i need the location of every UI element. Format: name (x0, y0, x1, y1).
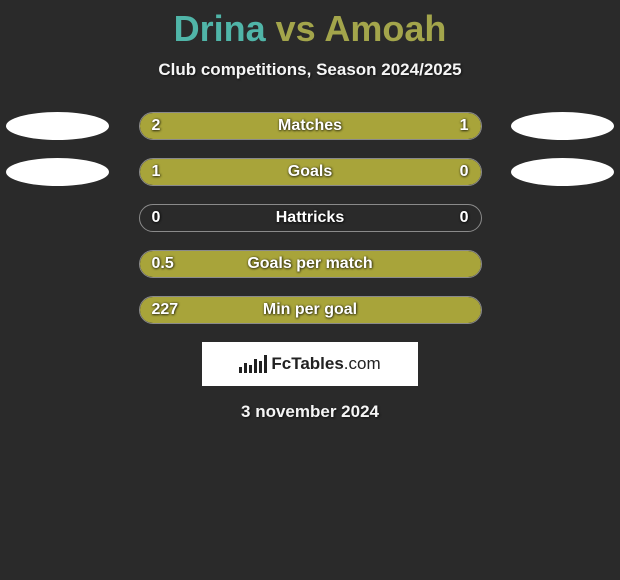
stat-row: 227Min per goal (0, 296, 620, 324)
subtitle: Club competitions, Season 2024/2025 (0, 60, 620, 80)
right-oval-slot (505, 112, 620, 140)
stat-label: Min per goal (140, 297, 481, 323)
stat-value-right: 0 (460, 159, 469, 185)
brand-logo: FcTables.com (202, 342, 418, 386)
vs-separator: vs (266, 8, 325, 49)
stat-label: Hattricks (140, 205, 481, 231)
stat-row: 1Goals0 (0, 158, 620, 186)
stat-bar: 2Matches1 (139, 112, 482, 140)
stat-value-right: 1 (460, 113, 469, 139)
player2-oval (511, 112, 614, 140)
stat-label: Goals per match (140, 251, 481, 277)
stat-bar: 227Min per goal (139, 296, 482, 324)
player2-name: Amoah (324, 8, 446, 49)
comparison-title: Drina vs Amoah (0, 0, 620, 50)
stat-value-right: 0 (460, 205, 469, 231)
stat-label: Goals (140, 159, 481, 185)
player1-name: Drina (174, 8, 266, 49)
date: 3 november 2024 (0, 402, 620, 422)
stat-bar: 0Hattricks0 (139, 204, 482, 232)
left-oval-slot (0, 112, 115, 140)
stat-row: 0Hattricks0 (0, 204, 620, 232)
stat-row: 2Matches1 (0, 112, 620, 140)
stat-label: Matches (140, 113, 481, 139)
stat-row: 0.5Goals per match (0, 250, 620, 278)
player1-oval (6, 112, 109, 140)
stat-bar: 0.5Goals per match (139, 250, 482, 278)
stat-bar: 1Goals0 (139, 158, 482, 186)
player2-oval (511, 158, 614, 186)
player1-oval (6, 158, 109, 186)
stats-container: 2Matches11Goals00Hattricks00.5Goals per … (0, 112, 620, 324)
brand-chart-icon (239, 355, 267, 373)
left-oval-slot (0, 158, 115, 186)
brand-text: FcTables.com (271, 354, 380, 374)
right-oval-slot (505, 158, 620, 186)
